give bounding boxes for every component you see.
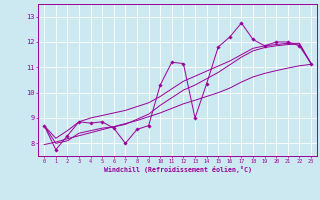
X-axis label: Windchill (Refroidissement éolien,°C): Windchill (Refroidissement éolien,°C)	[104, 166, 252, 173]
